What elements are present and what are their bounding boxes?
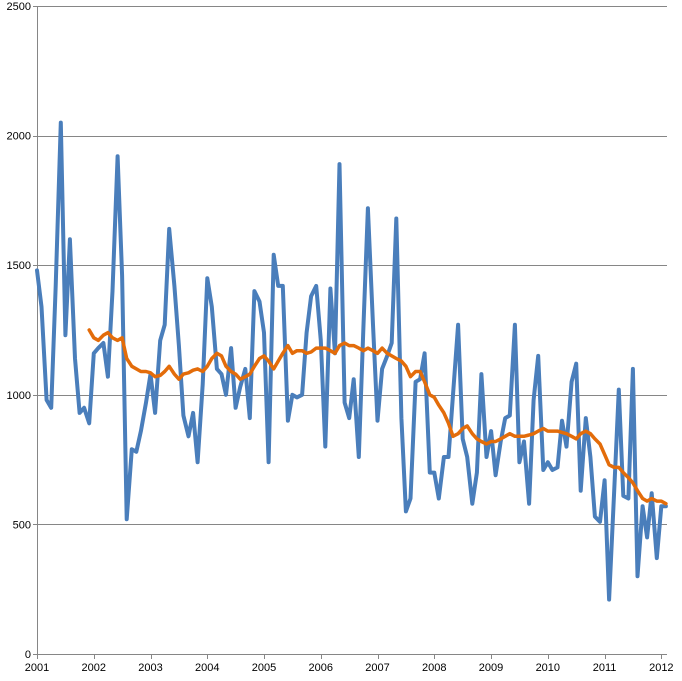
- x-tick-label: 2008: [422, 662, 446, 674]
- x-tick-label: 2009: [479, 662, 503, 674]
- x-tick-label: 2010: [536, 662, 560, 674]
- x-tick-label: 2011: [593, 662, 617, 674]
- x-tick-label: 2006: [309, 662, 333, 674]
- series-line-moving-average: [87, 328, 668, 506]
- y-tick-label: 1500: [7, 260, 31, 272]
- y-tick-label: 500: [13, 519, 31, 531]
- axes: [33, 6, 667, 659]
- y-tick-label: 2500: [7, 1, 31, 13]
- y-tick-label: 1000: [7, 390, 31, 402]
- x-tick-label: 2007: [365, 662, 389, 674]
- tick-labels: 0 500 1000 1500 2000 2500 2001 2002 2003 2004 2005…: [7, 1, 674, 674]
- x-tick-label: 2012: [649, 662, 673, 674]
- x-tick-label: 2002: [82, 662, 106, 674]
- x-tick-label: 2003: [138, 662, 162, 674]
- x-tick-label: 2005: [252, 662, 276, 674]
- y-tick-label: 2000: [7, 131, 31, 143]
- series: [35, 120, 668, 602]
- x-tick-label: 2001: [25, 662, 49, 674]
- y-tick-label: 0: [25, 649, 31, 661]
- gridlines: [37, 6, 667, 525]
- series-line-monthly: [35, 120, 668, 602]
- x-tick-label: 2004: [195, 662, 219, 674]
